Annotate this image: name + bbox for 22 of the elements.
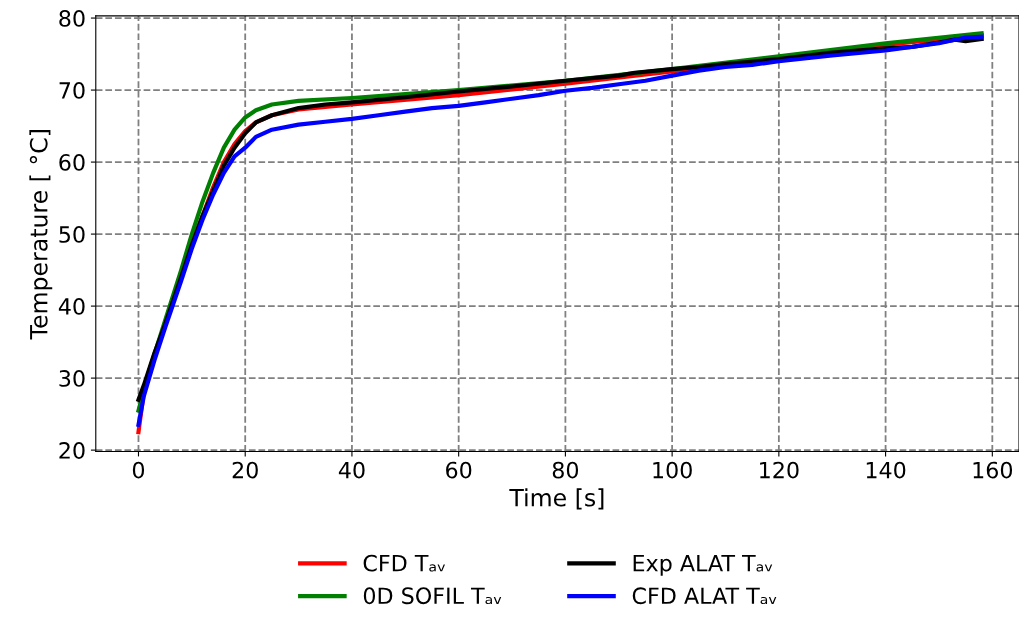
x-tick-label: 20 bbox=[232, 461, 258, 479]
y-tick-label: 30 bbox=[59, 370, 85, 387]
x-tick-label: 40 bbox=[338, 461, 365, 479]
y-tick-label: 40 bbox=[58, 298, 85, 315]
y-tick-label: 70 bbox=[59, 82, 85, 99]
x-tick-label: 160 bbox=[973, 461, 1013, 479]
x-axis-title: Time [s] bbox=[509, 488, 604, 510]
y-tick-label: 80 bbox=[59, 10, 85, 27]
y-tick-label: 50 bbox=[59, 226, 85, 243]
x-tick-label: 120 bbox=[760, 461, 799, 479]
y-axis-title: Temperature [ °C] bbox=[29, 130, 53, 340]
x-tick-label: 60 bbox=[446, 461, 472, 479]
y-tick-label: 60 bbox=[59, 154, 85, 171]
legend-label: CFD Tₐᵥ bbox=[363, 554, 445, 572]
y-tick-label: 20 bbox=[59, 442, 85, 459]
x-tick-label: 140 bbox=[866, 461, 906, 479]
x-tick-label: 100 bbox=[653, 461, 692, 479]
legend-label: CFD ALAT Tₐᵥ bbox=[632, 587, 777, 605]
legend-label: 0D SOFIL Tₐᵥ bbox=[363, 587, 502, 605]
x-tick-label: 80 bbox=[552, 461, 579, 479]
x-tick-label: 0 bbox=[132, 461, 145, 479]
legend-label: Exp ALAT Tₐᵥ bbox=[633, 555, 773, 576]
